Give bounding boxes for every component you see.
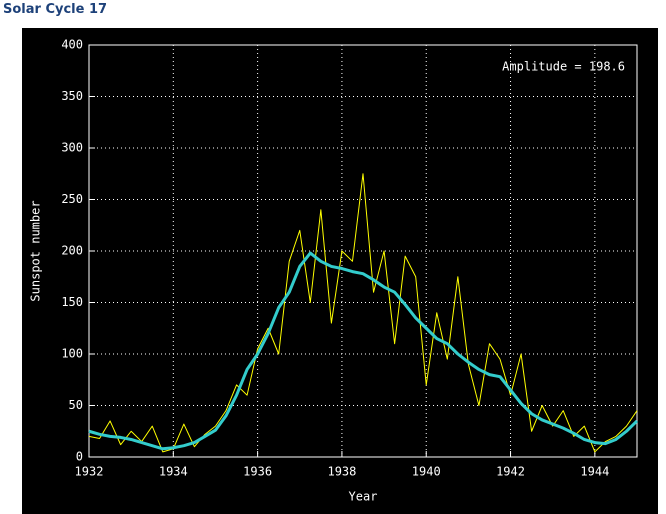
x-tick-label: 1938: [327, 465, 356, 479]
y-tick-label: 250: [61, 192, 83, 206]
y-tick-label: 50: [69, 398, 83, 412]
series-line: [88, 251, 639, 451]
x-tick-label: 1942: [496, 465, 525, 479]
page-title: Solar Cycle 17: [3, 2, 108, 17]
y-tick-label: 350: [61, 89, 83, 103]
y-tick-label: 200: [61, 244, 83, 258]
series-line: [88, 173, 638, 453]
plot-frame: [88, 44, 638, 458]
x-tick-label: 1934: [159, 465, 188, 479]
x-tick-label: 1936: [243, 465, 272, 479]
x-tick-label: 1944: [580, 465, 609, 479]
y-tick-label: 400: [61, 38, 83, 52]
y-tick-label: 100: [61, 347, 83, 361]
annotation: Amplitude = 198.6: [502, 60, 625, 74]
y-tick-label: 150: [61, 295, 83, 309]
x-axis-label: Year: [349, 490, 378, 504]
y-tick-label: 0: [76, 450, 83, 464]
chart-background: [22, 28, 658, 514]
x-tick-label: 1940: [412, 465, 441, 479]
x-tick-label: 1932: [75, 465, 104, 479]
y-axis-label: Sunspot number: [29, 200, 43, 301]
y-tick-label: 300: [61, 141, 83, 155]
